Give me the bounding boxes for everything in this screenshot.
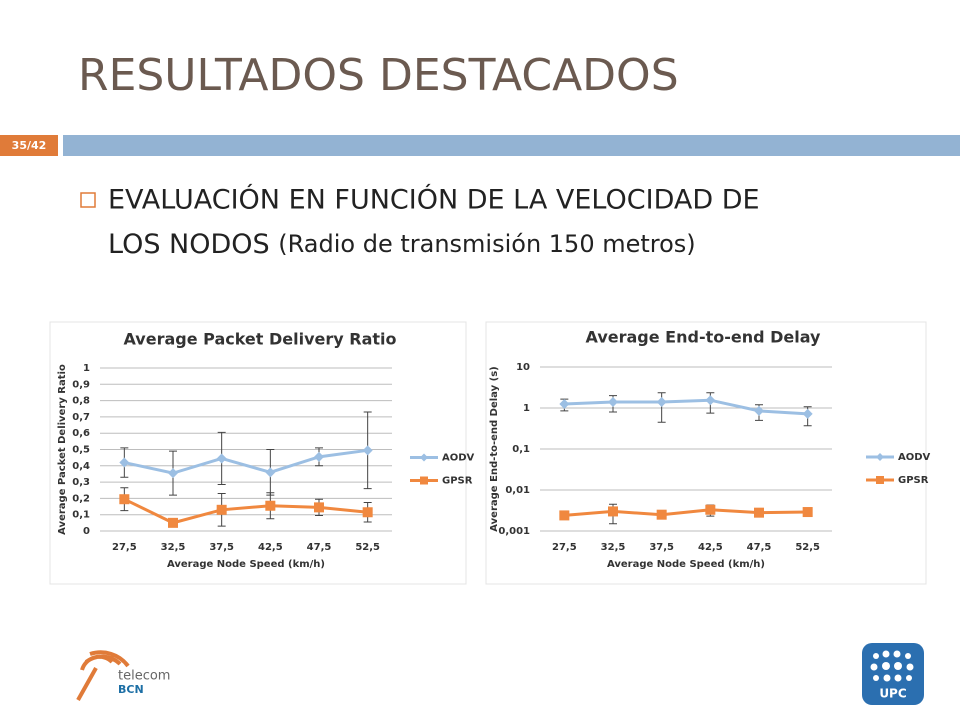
x-tick-label: 32,5	[161, 542, 186, 553]
marker	[608, 506, 618, 517]
marker	[265, 500, 276, 511]
y-tick-label: 0,9	[72, 379, 90, 390]
x-tick-label: 42,5	[698, 542, 723, 553]
series-line	[123, 497, 368, 525]
x-axis-label: Average Node Speed (km/h)	[607, 559, 765, 570]
legend-label: AODV	[898, 452, 931, 463]
marker	[168, 468, 178, 479]
logo-telecom: telecom BCN	[76, 650, 170, 701]
slide-title: RESULTADOS DESTACADOS	[78, 50, 679, 101]
y-tick-label: 0,8	[72, 396, 90, 407]
marker	[754, 405, 764, 416]
legend-marker	[420, 476, 428, 485]
y-tick-label: 0,5	[72, 445, 90, 456]
logo-arcs	[76, 650, 130, 701]
marker	[754, 507, 764, 518]
marker	[656, 397, 667, 408]
logo-text: telecom	[118, 669, 170, 684]
y-tick-label: 0,1	[72, 510, 90, 521]
marker	[314, 502, 324, 513]
y-tick-label: 1	[83, 363, 90, 374]
marker	[168, 517, 178, 528]
y-axis-label: Average End-to-end Delay (s)	[489, 366, 500, 531]
x-tick-label: 52,5	[795, 542, 820, 553]
y-tick-label: 0,4	[72, 461, 90, 472]
marker	[802, 408, 813, 419]
bullet-line: EVALUACIÓN EN FUNCIÓN DE LA VELOCIDAD DE	[108, 184, 760, 216]
marker	[705, 395, 716, 406]
y-tick-label: 0,01	[505, 485, 530, 496]
marker	[216, 453, 227, 464]
y-tick-label: 0	[83, 526, 90, 537]
marker	[362, 445, 373, 456]
legend-marker	[420, 453, 428, 462]
y-tick-label: 0,2	[72, 493, 90, 504]
y-tick-label: 10	[516, 362, 530, 373]
chart-frame	[49, 321, 467, 585]
marker	[216, 504, 227, 515]
legend-label: GPSR	[442, 476, 473, 487]
marker	[608, 397, 618, 408]
header-bar	[63, 135, 960, 156]
logo-text: UPC	[879, 687, 907, 701]
x-tick-label: 37,5	[209, 542, 234, 553]
marker	[119, 494, 130, 505]
legend-label: AODV	[442, 453, 475, 464]
y-tick-label: 0,001	[498, 526, 530, 537]
legend-marker	[876, 476, 884, 484]
marker	[119, 457, 130, 468]
bullet-part: (Radio de transmisión 150 metros)	[278, 230, 695, 258]
bullet-line: LOS NODOS (Radio de transmisión 150 metr…	[108, 229, 696, 260]
legend-label: GPSR	[898, 475, 929, 486]
series-line	[124, 448, 368, 475]
marker	[362, 507, 373, 518]
chart-title: Average End-to-end Delay	[586, 328, 822, 347]
y-tick-label: 0,1	[512, 444, 530, 455]
chart-frame	[485, 321, 927, 585]
marker	[314, 451, 324, 462]
marker	[656, 509, 667, 520]
y-axis-label: Average Packet Delivery Ratio	[57, 364, 68, 535]
legend-marker	[876, 453, 884, 461]
x-tick-label: 32,5	[601, 542, 626, 553]
x-tick-label: 47,5	[307, 542, 332, 553]
logo-text: BCN	[118, 683, 144, 696]
page-box	[0, 135, 58, 156]
marker	[802, 507, 813, 518]
x-axis-label: Average Node Speed (km/h)	[167, 559, 325, 570]
x-tick-label: 27,5	[112, 542, 137, 553]
logo-upc: UPC	[862, 643, 924, 705]
x-tick-label: 42,5	[258, 542, 283, 553]
series-line	[564, 508, 808, 517]
x-tick-label: 37,5	[649, 542, 674, 553]
y-tick-label: 0,6	[72, 428, 90, 439]
y-tick-label: 1	[523, 403, 530, 414]
bullet-part: LOS NODOS	[108, 229, 270, 260]
marker	[559, 399, 570, 410]
x-tick-label: 52,5	[355, 542, 380, 553]
marker	[265, 467, 276, 478]
marker	[559, 510, 570, 521]
y-tick-label: 0,3	[72, 477, 90, 488]
chart-title: Average Packet Delivery Ratio	[123, 330, 396, 349]
y-tick-label: 0,7	[72, 412, 90, 423]
x-tick-label: 27,5	[552, 542, 577, 553]
bullet-icon	[80, 192, 96, 208]
logo-dots	[870, 650, 914, 682]
page-number: 35/42	[12, 139, 47, 152]
marker	[705, 504, 716, 515]
x-tick-label: 47,5	[747, 542, 772, 553]
series-line	[564, 398, 808, 416]
